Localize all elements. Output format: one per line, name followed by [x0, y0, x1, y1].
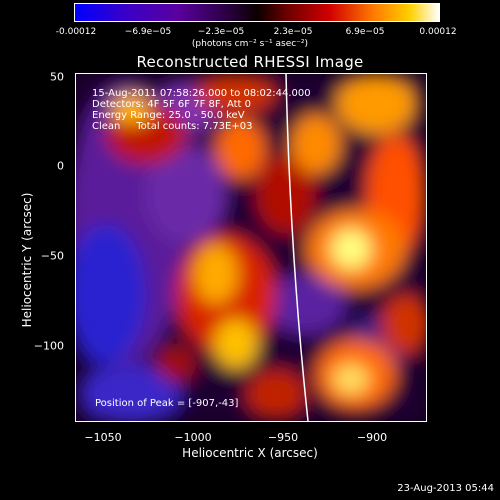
- y-tick-label: 50: [50, 70, 64, 84]
- x-axis-label: Heliocentric X (arcsec): [182, 446, 318, 460]
- info-clean: Clean Total counts: 7.73E+03: [92, 121, 253, 132]
- solar-limb-line: [285, 74, 309, 421]
- timestamp: 23-Aug-2013 05:44: [397, 483, 494, 494]
- x-tick-label: −950: [267, 431, 299, 444]
- colorbar-tick-label: 6.9e−05: [345, 27, 385, 37]
- info-time: 15-Aug-2011 07:58:26.000 to 08:02:44.000: [92, 88, 311, 99]
- colorbar: [74, 3, 440, 22]
- info-peak: Position of Peak = [-907,-43]: [95, 398, 239, 409]
- colorbar-tick-label: -0.00012: [55, 27, 97, 37]
- y-axis-label: Heliocentric Y (arcsec): [20, 192, 34, 328]
- colorbar-unit: (photons cm⁻² s⁻¹ asec⁻²): [191, 39, 309, 49]
- info-detectors: Detectors: 4F 5F 6F 7F 8F, Att 0: [92, 99, 252, 110]
- y-tick-label: −50: [40, 249, 64, 263]
- intensity-map: [76, 74, 426, 421]
- image-title: Reconstructed RHESSI Image: [136, 53, 364, 71]
- colorbar-tick-label: 2.3e−05: [273, 27, 313, 37]
- info-energy: Energy Range: 25.0 - 50.0 keV: [92, 110, 245, 121]
- x-tick-label: −900: [356, 431, 388, 444]
- colorbar-tick-label: −2.3e−05: [197, 27, 245, 37]
- colorbar-tick-label: 0.00012: [419, 27, 457, 37]
- colorbar-tick-label: −6.9e−05: [124, 27, 172, 37]
- x-tick-label: −1050: [84, 431, 122, 444]
- y-tick-label: 0: [57, 159, 64, 173]
- rhessi-image-svg: [76, 74, 426, 421]
- x-tick-label: −1000: [174, 431, 212, 444]
- rhessi-image: [75, 73, 427, 422]
- y-tick-label: −100: [33, 339, 64, 353]
